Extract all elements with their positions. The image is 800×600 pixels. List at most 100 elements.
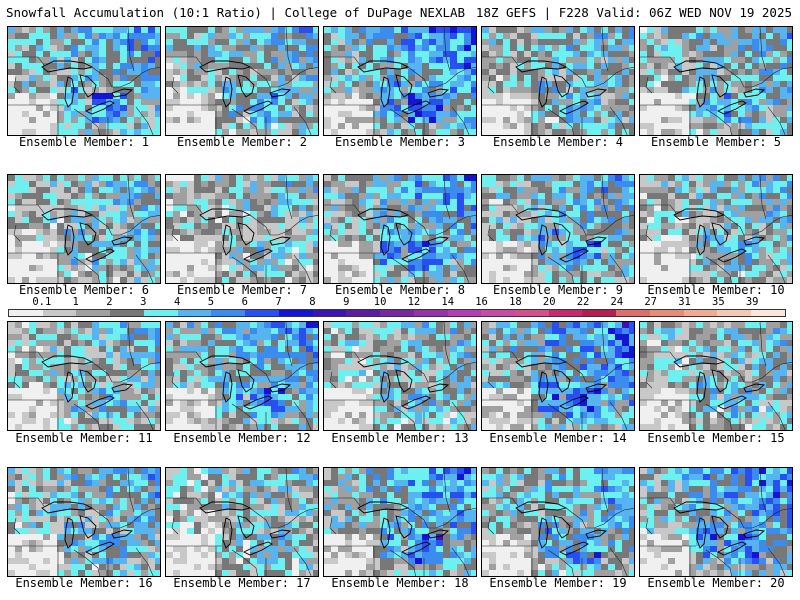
great-lake-outline	[696, 517, 707, 549]
great-lake-outline	[696, 224, 707, 256]
colorbar-swatch	[211, 310, 246, 316]
snowfall-field	[640, 468, 792, 576]
great-lake-outline	[269, 236, 292, 246]
great-lake-outline	[269, 529, 292, 539]
great-lake-outline	[242, 541, 273, 556]
state-border-line	[547, 108, 574, 135]
ensemble-member-map	[7, 321, 161, 431]
state-border-line	[547, 256, 574, 283]
state-border-line	[13, 76, 21, 94]
state-border-line	[407, 66, 476, 88]
state-border-line	[249, 507, 318, 529]
ensemble-member-label: Ensemble Member: 7	[176, 283, 308, 297]
great-lake-outline	[427, 383, 450, 393]
state-border-line	[135, 401, 154, 430]
ensemble-member-label: Ensemble Member: 18	[331, 576, 469, 590]
great-lake-outline	[199, 60, 252, 73]
great-lake-outline	[111, 236, 134, 246]
colorbar-tick-label: 0.1	[32, 296, 52, 308]
colorbar-swatch	[312, 310, 347, 316]
state-border-line	[443, 322, 451, 367]
great-lake-outline	[222, 224, 233, 256]
snowfall-field	[640, 175, 792, 283]
great-lake-outline	[41, 208, 94, 221]
state-border-line	[127, 27, 135, 72]
great-lake-outline	[84, 248, 115, 263]
ensemble-member-label: Ensemble Member: 17	[173, 576, 311, 590]
great-lake-outline	[538, 371, 549, 403]
ensemble-member-map	[639, 467, 793, 577]
great-lake-outline	[64, 76, 75, 108]
great-lake-outline	[553, 74, 571, 98]
state-border-line	[705, 403, 732, 430]
great-lake-outline	[357, 355, 410, 368]
ensemble-member-map	[639, 174, 793, 284]
great-lake-outline	[242, 395, 273, 410]
colorbar-tick-label: 35	[712, 296, 725, 308]
great-lake-outline	[64, 371, 75, 403]
ensemble-member-label: Ensemble Member: 11	[15, 431, 153, 445]
great-lake-outline	[64, 224, 75, 256]
great-lake-outline	[743, 88, 766, 98]
state-border-line	[407, 507, 476, 529]
state-border-line	[171, 371, 179, 389]
ensemble-member-map	[165, 321, 319, 431]
great-lake-outline	[515, 208, 568, 221]
great-lake-outline	[558, 100, 589, 115]
ensemble-member-map	[165, 174, 319, 284]
great-lake-outline	[553, 515, 571, 539]
great-lake-outline	[242, 248, 273, 263]
state-border-line	[451, 401, 470, 430]
great-lake-outline	[673, 355, 726, 368]
great-lake-outline	[41, 60, 94, 73]
great-lake-outline	[79, 369, 97, 393]
state-border-line	[293, 547, 312, 576]
state-border-line	[443, 468, 451, 513]
great-lake-outline	[585, 88, 608, 98]
snowfall-field	[482, 27, 634, 135]
state-border-line	[293, 401, 312, 430]
state-border-line	[8, 497, 45, 507]
great-lake-outline	[515, 501, 568, 514]
state-border-line	[640, 56, 677, 66]
state-border-line	[451, 106, 470, 135]
state-border-line	[487, 224, 495, 242]
colorbar-tick-label: 8	[309, 296, 316, 308]
state-border-line	[249, 361, 318, 383]
great-lake-outline	[673, 60, 726, 73]
great-lake-outline	[357, 60, 410, 73]
ensemble-member-label: Ensemble Member: 9	[492, 283, 624, 297]
colorbar-swatch	[649, 310, 684, 316]
colorbar-swatch	[582, 310, 617, 316]
ensemble-member-map	[323, 174, 477, 284]
snowfall-field	[166, 175, 318, 283]
state-border-line	[767, 547, 786, 576]
state-border-line	[91, 66, 160, 88]
state-border-line	[389, 256, 416, 283]
great-lake-outline	[427, 236, 450, 246]
state-border-line	[487, 371, 495, 389]
snowfall-field	[8, 322, 160, 430]
great-lake-outline	[395, 222, 413, 246]
great-lake-outline	[553, 369, 571, 393]
state-border-line	[8, 204, 45, 214]
colorbar-tick-label: 7	[275, 296, 282, 308]
state-border-line	[547, 549, 574, 576]
state-border-line	[293, 254, 312, 283]
state-border-line	[285, 175, 293, 220]
great-lake-outline	[515, 60, 568, 73]
snowfall-colorbar: 0.1 1 2 3 4 5 6 7 8 9 10 12 14 16 18 20 22 24 27 31 35 39	[8, 296, 786, 319]
great-lake-outline	[711, 369, 729, 393]
great-lake-outline	[743, 236, 766, 246]
great-lake-outline	[400, 395, 431, 410]
great-lake-outline	[357, 501, 410, 514]
great-lake-outline	[84, 541, 115, 556]
state-border-line	[767, 401, 786, 430]
state-border-line	[723, 66, 792, 88]
state-border-line	[601, 468, 609, 513]
state-border-line	[443, 175, 451, 220]
state-border-line	[329, 224, 337, 242]
snowfall-field	[166, 27, 318, 135]
state-border-line	[231, 256, 258, 283]
state-border-line	[73, 549, 100, 576]
